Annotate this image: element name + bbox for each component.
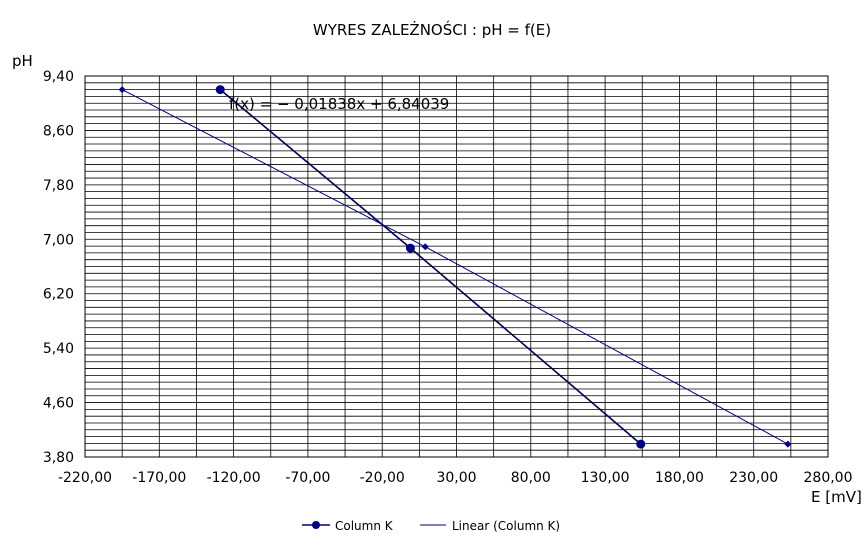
legend-marker-column-k: [312, 521, 320, 529]
x-tick-label: -120,00: [207, 470, 261, 486]
data-point-linear: [118, 86, 126, 94]
x-tick-label: -220,00: [58, 470, 112, 486]
tick-labels: 3,80 4,60 5,40 6,20 7,00 7,80 8,60 9,40 -220,00 -…: [43, 69, 853, 486]
y-tick-label: 9,40: [43, 69, 74, 85]
x-tick-label: 130,00: [581, 470, 630, 486]
x-tick-label: -70,00: [285, 470, 330, 486]
y-tick-label: 3,80: [43, 450, 74, 466]
grid: [84, 75, 829, 458]
y-axis-label: pH: [12, 52, 33, 70]
y-tick-label: 7,00: [43, 232, 74, 248]
y-tick-label: 6,20: [43, 287, 74, 303]
data-point-linear: [421, 243, 429, 251]
data-point-column-k: [405, 243, 415, 253]
x-tick-label: 230,00: [729, 470, 778, 486]
data-point-column-k: [215, 85, 225, 95]
y-tick-label: 5,40: [43, 341, 74, 357]
x-tick-label: 30,00: [436, 470, 476, 486]
y-tick-label: 8,60: [43, 123, 74, 139]
x-tick-label: 280,00: [804, 470, 853, 486]
legend: Column K Linear (Column K): [302, 519, 560, 533]
chart-title: WYRES ZALEŻNOŚCI : pH = f(E): [313, 20, 551, 39]
trendline-equation: f(x) = − 0,01838x + 6,84039: [229, 95, 449, 113]
legend-label-column-k: Column K: [335, 519, 394, 533]
data-point-linear: [784, 440, 792, 448]
data-point-column-k: [636, 439, 646, 449]
x-tick-label: -20,00: [360, 470, 405, 486]
x-tick-label: 80,00: [511, 470, 551, 486]
x-tick-label: 180,00: [655, 470, 704, 486]
plot-frame: [84, 75, 829, 458]
legend-label-linear: Linear (Column K): [452, 519, 560, 533]
y-tick-label: 7,80: [43, 178, 74, 194]
y-tick-label: 4,60: [43, 396, 74, 412]
x-tick-label: -170,00: [132, 470, 186, 486]
plot-area: [118, 85, 792, 449]
x-axis-label: E [mV]: [811, 488, 862, 506]
